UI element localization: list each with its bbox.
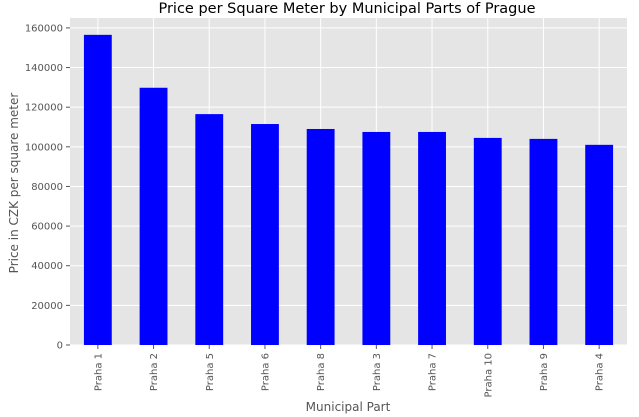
bar — [83, 34, 112, 345]
x-tick-label: Praha 2 — [149, 353, 160, 391]
x-axis-label: Municipal Part — [306, 400, 391, 414]
bar — [139, 87, 168, 345]
y-tick-label: 20000 — [31, 301, 63, 312]
chart-title: Price per Square Meter by Municipal Part… — [158, 1, 535, 17]
y-tick-label: 100000 — [25, 142, 63, 153]
y-tick-label: 60000 — [31, 222, 63, 233]
x-tick-label: Praha 5 — [205, 353, 216, 391]
y-tick-label: 120000 — [25, 103, 63, 114]
bar — [585, 144, 614, 345]
x-tick-label: Praha 3 — [372, 353, 383, 391]
y-tick-label: 160000 — [25, 23, 63, 34]
x-tick-label: Praha 6 — [260, 353, 271, 391]
bar — [251, 124, 279, 345]
bar — [362, 131, 391, 345]
x-tick-label: Praha 8 — [316, 353, 327, 391]
y-tick-label: 40000 — [31, 261, 63, 272]
bar — [418, 131, 446, 345]
y-tick-label: 140000 — [25, 63, 63, 74]
y-axis-ticks: 0 20000 40000 60000 80000 100000 120000 140000 1… — [25, 23, 70, 352]
y-axis-label: Price in CZK per square meter — [7, 93, 21, 274]
x-tick-label: Praha 1 — [93, 353, 104, 391]
bar — [473, 137, 502, 345]
bar — [306, 128, 335, 345]
x-axis-ticks: Praha 1 Praha 2 Praha 5 Praha 6 Praha 8 Praha… — [93, 345, 606, 397]
x-tick-label: Praha 4 — [595, 353, 606, 391]
bar — [195, 114, 224, 345]
bars — [83, 34, 614, 345]
y-tick-label: 0 — [57, 341, 63, 352]
x-tick-label: Praha 10 — [483, 353, 494, 397]
bar — [529, 138, 558, 345]
x-tick-label: Praha 9 — [539, 353, 550, 391]
y-tick-label: 80000 — [31, 182, 63, 193]
x-tick-label: Praha 7 — [428, 353, 439, 391]
